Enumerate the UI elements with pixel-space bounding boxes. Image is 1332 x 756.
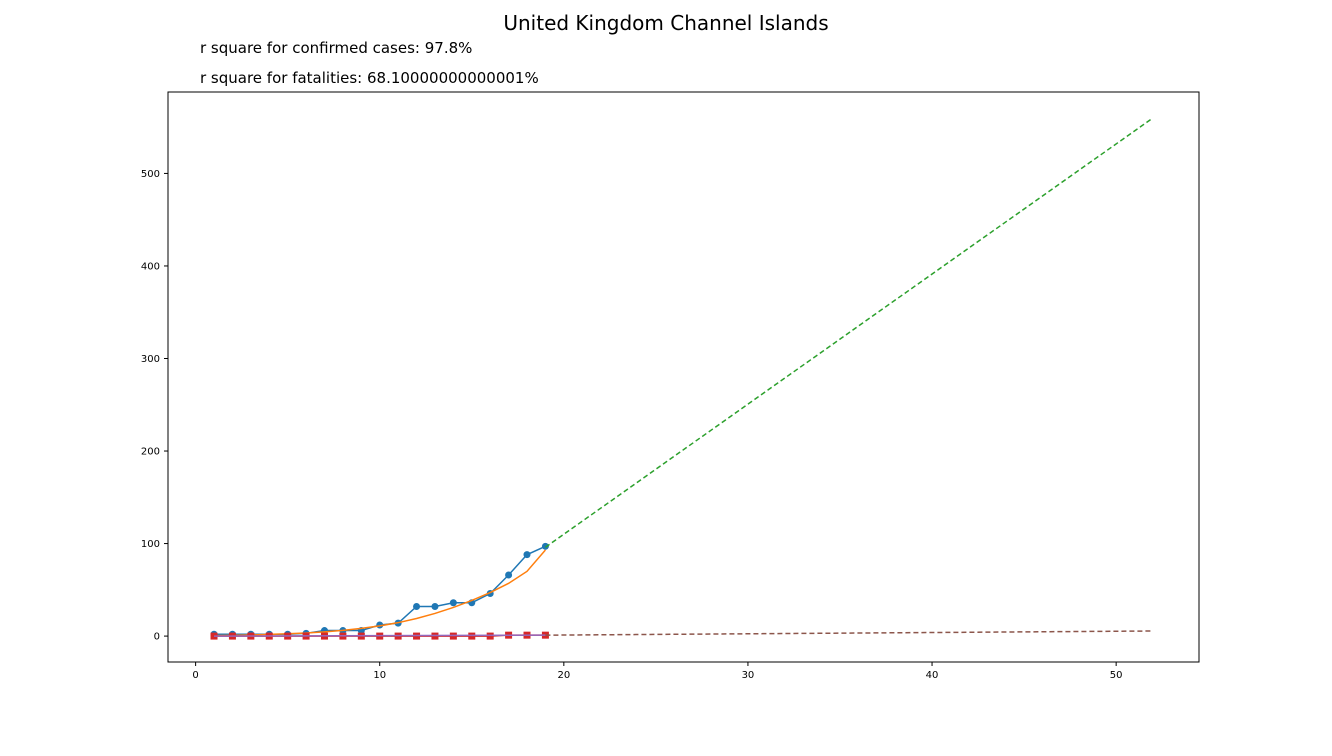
x-tick-label: 0	[192, 670, 198, 681]
y-axis: 0 100 200 300 400 500	[141, 169, 168, 643]
series-confirmed-projection	[544, 117, 1154, 548]
series-fatalities-fit	[214, 634, 546, 637]
x-tick-label: 20	[557, 670, 570, 681]
data-point	[431, 602, 439, 610]
data-point	[486, 632, 494, 640]
x-axis: 0 10 20 30 40 50	[192, 662, 1123, 681]
x-tick-label: 50	[1110, 670, 1123, 681]
x-tick-label: 30	[742, 670, 755, 681]
data-point	[210, 632, 218, 640]
series-confirmed-actual	[210, 542, 549, 638]
data-point	[505, 571, 513, 579]
data-point	[523, 551, 531, 559]
r-square-fatalities: r square for fatalities: 68.100000000000…	[200, 69, 539, 87]
y-tick-label: 400	[141, 261, 160, 272]
y-tick-label: 300	[141, 354, 160, 365]
series-line	[545, 630, 1153, 636]
chart-title: United Kingdom Channel Islands	[503, 11, 828, 35]
y-tick-label: 500	[141, 169, 160, 180]
y-tick-label: 100	[141, 539, 160, 550]
series-line	[214, 634, 546, 637]
x-tick-label: 40	[926, 670, 939, 681]
x-tick-label: 10	[373, 670, 386, 681]
data-point	[541, 542, 549, 550]
series-line	[544, 117, 1154, 548]
data-point	[449, 599, 457, 607]
y-tick-label: 200	[141, 447, 160, 458]
plot-series	[210, 117, 1154, 640]
r-square-confirmed: r square for confirmed cases: 97.8%	[200, 39, 472, 57]
data-point	[413, 602, 421, 610]
series-fatalities-projection	[545, 630, 1153, 636]
y-tick-label: 0	[154, 632, 160, 643]
plot-frame	[167, 91, 1200, 663]
